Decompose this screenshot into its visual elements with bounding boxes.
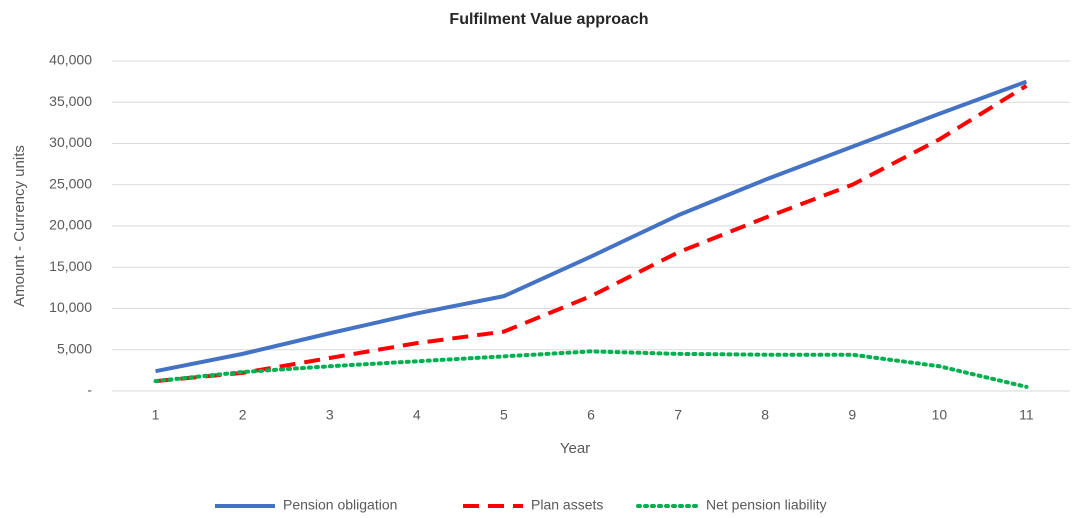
y-tick-label: - <box>87 382 92 398</box>
x-tick-label: 10 <box>932 407 948 423</box>
y-tick-label: 40,000 <box>49 52 92 68</box>
x-tick-label: 5 <box>500 407 508 423</box>
x-tick-label: 8 <box>761 407 769 423</box>
legend-label: Plan assets <box>531 497 603 513</box>
x-tick-label: 9 <box>848 407 856 423</box>
x-tick-label: 1 <box>152 407 160 423</box>
y-axis-title: Amount - Currency units <box>11 145 28 307</box>
y-tick-label: 10,000 <box>49 299 92 315</box>
y-tick-label: 35,000 <box>49 93 92 109</box>
legend-label: Pension obligation <box>283 497 397 513</box>
y-tick-label: 20,000 <box>49 217 92 233</box>
legend-label: Net pension liability <box>706 497 827 513</box>
series-line <box>155 79 1028 374</box>
y-tick-label: 5,000 <box>57 340 92 356</box>
x-tick-label: 2 <box>239 407 247 423</box>
x-tick-label: 6 <box>587 407 595 423</box>
y-tick-label: 15,000 <box>49 258 92 274</box>
x-tick-label: 11 <box>1019 407 1034 423</box>
x-tick-label: 4 <box>413 407 421 423</box>
x-axis-title: Year <box>560 440 590 457</box>
x-tick-label: 3 <box>326 407 334 423</box>
chart-title: Fulfilment Value approach <box>449 11 648 28</box>
x-tick-label: 7 <box>674 407 682 423</box>
y-tick-label: 25,000 <box>49 175 92 191</box>
series-line <box>153 349 1029 389</box>
series-line <box>155 84 1028 384</box>
y-tick-label: 30,000 <box>49 134 92 150</box>
